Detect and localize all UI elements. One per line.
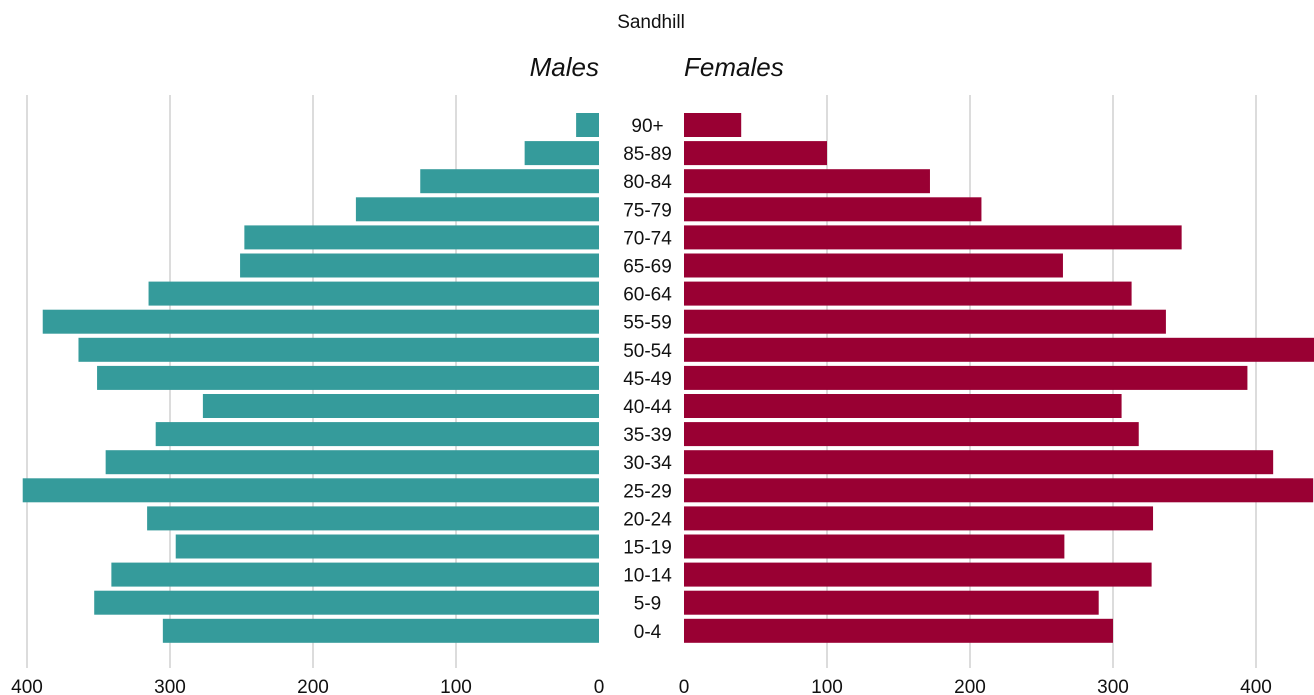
chart-title: Sandhill bbox=[617, 12, 685, 33]
male-bar-35-39 bbox=[155, 422, 599, 447]
female-bar-85-89 bbox=[684, 141, 827, 166]
male-bar-80-84 bbox=[420, 169, 599, 194]
female-axis-tick-label: 400 bbox=[1240, 677, 1272, 695]
age-group-label: 40-44 bbox=[623, 397, 672, 418]
age-group-label: 5-9 bbox=[634, 594, 661, 615]
female-bar-55-59 bbox=[684, 309, 1166, 334]
age-group-label: 30-34 bbox=[623, 453, 672, 474]
male-bar-65-69 bbox=[240, 253, 599, 278]
female-bar-10-14 bbox=[684, 562, 1152, 587]
male-bar-85-89 bbox=[524, 141, 599, 166]
male-bar-0-4 bbox=[162, 618, 599, 643]
male-axis-tick-label: 100 bbox=[440, 677, 472, 695]
female-bar-0-4 bbox=[684, 618, 1113, 643]
female-bar-35-39 bbox=[684, 422, 1139, 447]
age-group-label: 70-74 bbox=[623, 228, 672, 249]
female-axis-tick-label: 100 bbox=[811, 677, 843, 695]
male-bar-50-54 bbox=[78, 337, 600, 362]
age-group-label: 10-14 bbox=[623, 566, 672, 587]
age-group-label: 90+ bbox=[631, 116, 663, 137]
female-bar-25-29 bbox=[684, 478, 1314, 503]
male-axis-tick-label: 400 bbox=[11, 677, 43, 695]
females-panel-title: Females bbox=[684, 52, 784, 82]
age-group-label: 55-59 bbox=[623, 313, 672, 334]
male-bar-70-74 bbox=[244, 225, 600, 250]
female-bar-45-49 bbox=[684, 365, 1248, 390]
male-bar-30-34 bbox=[105, 450, 600, 475]
female-bar-75-79 bbox=[684, 197, 982, 222]
female-bar-65-69 bbox=[684, 253, 1063, 278]
female-bar-50-54 bbox=[684, 337, 1314, 362]
age-group-label: 20-24 bbox=[623, 509, 672, 530]
age-group-label: 65-69 bbox=[623, 257, 672, 278]
female-axis-tick-label: 0 bbox=[679, 677, 690, 695]
female-axis-tick-label: 200 bbox=[954, 677, 986, 695]
age-group-label: 60-64 bbox=[623, 285, 672, 306]
male-bar-75-79 bbox=[355, 197, 599, 222]
male-bar-45-49 bbox=[97, 365, 599, 390]
male-bar-40-44 bbox=[202, 394, 599, 418]
age-group-label: 45-49 bbox=[623, 369, 672, 390]
male-bar-15-19 bbox=[175, 534, 599, 559]
female-bar-40-44 bbox=[684, 394, 1122, 418]
female-axis-tick-label: 300 bbox=[1097, 677, 1129, 695]
female-bar-30-34 bbox=[684, 450, 1274, 475]
axis-ticks: 400 300 200 100 0 0 100 200 300 400 bbox=[11, 677, 1272, 695]
age-group-label: 15-19 bbox=[623, 538, 672, 559]
age-group-label: 85-89 bbox=[623, 144, 672, 165]
bars bbox=[22, 113, 1314, 643]
female-bar-70-74 bbox=[684, 225, 1182, 250]
age-labels: 0-4 5-9 10-14 15-19 20-24 25-29 30-34 35-39 40-4… bbox=[623, 116, 672, 643]
age-group-label: 0-4 bbox=[634, 622, 662, 643]
female-bar-80-84 bbox=[684, 169, 930, 194]
age-group-label: 25-29 bbox=[623, 481, 672, 502]
age-group-label: 50-54 bbox=[623, 341, 672, 362]
male-axis-tick-label: 0 bbox=[594, 677, 605, 695]
male-bar-55-59 bbox=[42, 309, 600, 334]
female-bar-5-9 bbox=[684, 590, 1099, 615]
male-bar-20-24 bbox=[147, 506, 599, 531]
female-bar-15-19 bbox=[684, 534, 1065, 559]
male-axis-tick-label: 300 bbox=[154, 677, 186, 695]
male-bar-90+ bbox=[576, 113, 599, 137]
female-bar-90+ bbox=[684, 113, 742, 137]
male-bar-60-64 bbox=[148, 281, 600, 306]
female-bar-20-24 bbox=[684, 506, 1154, 531]
male-bar-5-9 bbox=[94, 590, 600, 615]
female-bar-60-64 bbox=[684, 281, 1132, 306]
age-group-label: 80-84 bbox=[623, 172, 672, 193]
male-bar-25-29 bbox=[22, 478, 599, 503]
age-group-label: 35-39 bbox=[623, 425, 672, 446]
male-bar-10-14 bbox=[111, 562, 600, 587]
age-group-label: 75-79 bbox=[623, 200, 672, 221]
males-panel-title: Males bbox=[530, 52, 599, 82]
male-axis-tick-label: 200 bbox=[297, 677, 329, 695]
